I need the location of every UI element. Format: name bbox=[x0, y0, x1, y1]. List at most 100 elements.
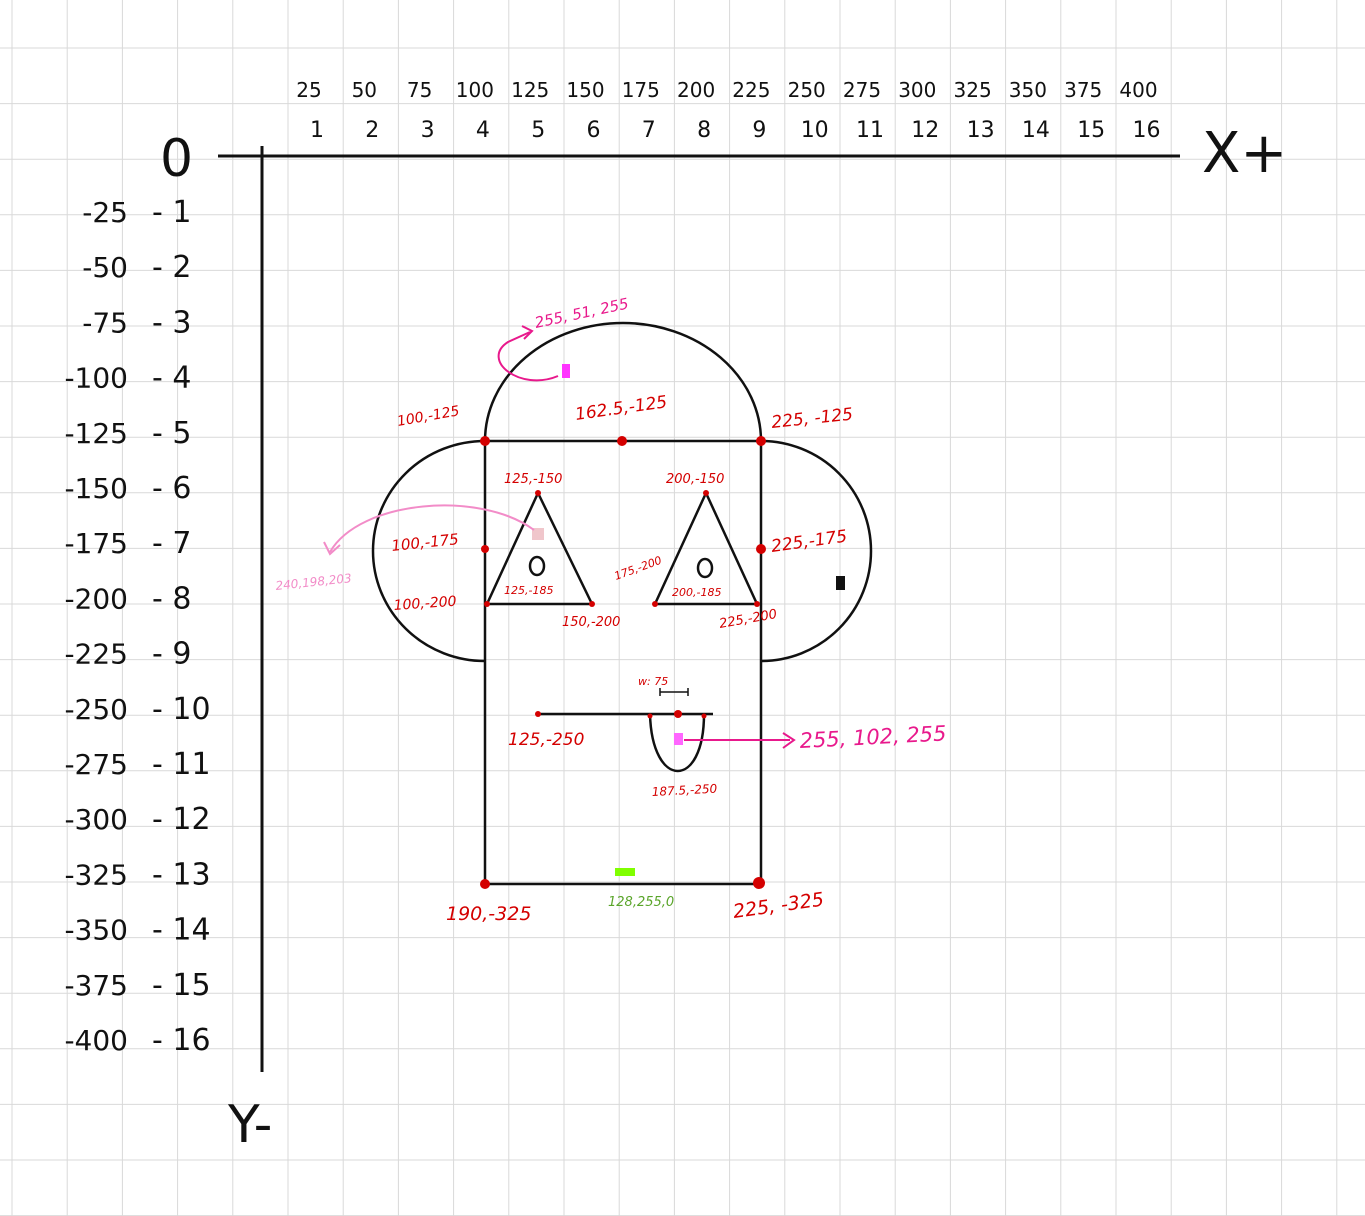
x-tick-unit-label: 150 bbox=[566, 78, 604, 102]
x-tick-unit-label: 200 bbox=[677, 78, 715, 102]
point-right-eye-br bbox=[754, 601, 760, 607]
left-pupil bbox=[528, 555, 546, 577]
swatch-pink bbox=[674, 733, 683, 745]
x-tick-unit-label: 250 bbox=[788, 78, 826, 102]
label-bottom-right: 225, -325 bbox=[732, 888, 826, 923]
x-tick-unit-label: 25 bbox=[296, 78, 321, 102]
x-tick-index-label: 4 bbox=[476, 118, 490, 143]
x-tick-index-label: 6 bbox=[587, 118, 601, 143]
x-axis-label: X+ bbox=[1202, 121, 1287, 186]
y-tick-index-label: - 9 bbox=[152, 637, 191, 672]
point-top-right bbox=[756, 436, 766, 446]
point-top-mid bbox=[617, 436, 627, 446]
label-bottom-left: 190,-325 bbox=[446, 903, 531, 925]
x-tick-unit-label: 300 bbox=[898, 78, 936, 102]
left-eye-triangle bbox=[485, 490, 594, 606]
point-bottom-left bbox=[480, 879, 490, 889]
x-tick-unit-label: 400 bbox=[1119, 78, 1157, 102]
arrow-left-eye-color bbox=[329, 504, 535, 553]
y-tick-index-label: - 1 bbox=[152, 195, 191, 230]
label-mouth-center: 187.5,-250 bbox=[651, 782, 717, 799]
x-tick-labels: 25 50 75 100 125 150 175 200 225 250 275 300 325 350 3… bbox=[296, 78, 1160, 143]
arrows bbox=[323, 325, 796, 749]
y-tick-index-label: - 13 bbox=[152, 857, 211, 892]
point-right-side bbox=[756, 544, 766, 554]
key-points bbox=[480, 436, 766, 889]
right-eye-triangle bbox=[653, 490, 759, 606]
x-tick-unit-label: 375 bbox=[1064, 78, 1102, 102]
label-mouth-color: 255, 102, 255 bbox=[799, 721, 947, 753]
y-tick-unit-label: -325 bbox=[64, 858, 128, 891]
y-tick-index-label: - 10 bbox=[152, 692, 211, 727]
swatch-light-pink bbox=[532, 528, 544, 540]
x-tick-index-label: 1 bbox=[310, 118, 324, 143]
swatch-black bbox=[836, 576, 845, 590]
label-right-eye-center: 200,-185 bbox=[672, 586, 721, 599]
point-left-eye-br bbox=[589, 601, 595, 607]
arrow-top-color bbox=[497, 331, 559, 382]
width-marker bbox=[659, 688, 689, 696]
arrow-top-color-head bbox=[521, 325, 534, 340]
point-right-eye-bl bbox=[652, 601, 658, 607]
x-tick-index-label: 11 bbox=[856, 118, 884, 143]
y-tick-index-label: - 2 bbox=[152, 250, 191, 285]
point-mouth-left bbox=[535, 711, 541, 717]
x-tick-index-label: 15 bbox=[1077, 118, 1105, 143]
y-tick-index-label: - 3 bbox=[152, 305, 191, 340]
label-left-eye-top: 125,-150 bbox=[504, 472, 562, 487]
point-bottom-right bbox=[753, 877, 765, 889]
y-tick-unit-label: -225 bbox=[64, 638, 128, 671]
y-tick-labels: -25 -50 -75 -100 -125 -150 -175 -200 -225 -250 -27… bbox=[64, 195, 210, 1058]
origin-label: 0 bbox=[160, 129, 193, 189]
label-top-right: 225, -125 bbox=[770, 405, 853, 433]
x-tick-index-label: 16 bbox=[1133, 118, 1161, 143]
point-left-eye-bl bbox=[484, 601, 490, 607]
y-tick-unit-label: -50 bbox=[82, 251, 128, 284]
x-tick-index-label: 14 bbox=[1022, 118, 1050, 143]
label-mouth-left: 125,-250 bbox=[508, 730, 584, 750]
y-tick-unit-label: -200 bbox=[64, 582, 128, 615]
x-tick-index-label: 5 bbox=[531, 118, 545, 143]
x-tick-unit-label: 100 bbox=[456, 78, 494, 102]
point-top-left bbox=[480, 436, 490, 446]
x-tick-unit-label: 325 bbox=[954, 78, 992, 102]
label-left-eye-br: 150,-200 bbox=[562, 615, 620, 630]
y-tick-unit-label: -75 bbox=[82, 306, 128, 339]
y-tick-unit-label: -175 bbox=[64, 527, 128, 560]
x-tick-unit-label: 125 bbox=[511, 78, 549, 102]
x-tick-index-label: 13 bbox=[967, 118, 995, 143]
y-tick-unit-label: -125 bbox=[64, 417, 128, 450]
y-tick-unit-label: -250 bbox=[64, 693, 128, 726]
label-right-side: 225,-175 bbox=[770, 527, 848, 557]
label-left-side: 100,-175 bbox=[391, 530, 460, 555]
x-tick-unit-label: 350 bbox=[1009, 78, 1047, 102]
x-tick-unit-label: 50 bbox=[352, 78, 377, 102]
y-tick-index-label: - 15 bbox=[152, 968, 211, 1003]
y-tick-unit-label: -375 bbox=[64, 969, 128, 1002]
x-tick-index-label: 3 bbox=[421, 118, 435, 143]
arrow-left-eye-color-head bbox=[323, 541, 341, 556]
y-tick-unit-label: -100 bbox=[64, 362, 128, 395]
label-top-left: 100,-125 bbox=[396, 403, 461, 430]
x-tick-index-label: 12 bbox=[911, 118, 939, 143]
x-tick-index-label: 9 bbox=[752, 118, 766, 143]
label-left-eye-bl: 100,-200 bbox=[393, 594, 457, 614]
point-left-eye-top bbox=[535, 490, 541, 496]
right-ear bbox=[760, 439, 873, 663]
x-tick-index-label: 2 bbox=[365, 118, 379, 143]
swatch-magenta bbox=[562, 364, 570, 378]
y-tick-unit-label: -150 bbox=[64, 472, 128, 505]
x-tick-unit-label: 75 bbox=[407, 78, 432, 102]
head-dome bbox=[483, 321, 763, 442]
label-right-eye-br: 225,-200 bbox=[718, 607, 778, 632]
label-right-eye-top: 200,-150 bbox=[666, 472, 724, 487]
point-left-side bbox=[481, 545, 489, 553]
y-tick-unit-label: -350 bbox=[64, 914, 128, 947]
x-tick-index-label: 8 bbox=[697, 118, 711, 143]
y-tick-index-label: - 14 bbox=[152, 913, 211, 948]
label-top-mid: 162.5,-125 bbox=[574, 392, 669, 425]
y-tick-unit-label: -400 bbox=[64, 1024, 128, 1057]
point-mouth-a bbox=[647, 713, 653, 719]
arrow-mouth-color-head bbox=[782, 732, 796, 749]
